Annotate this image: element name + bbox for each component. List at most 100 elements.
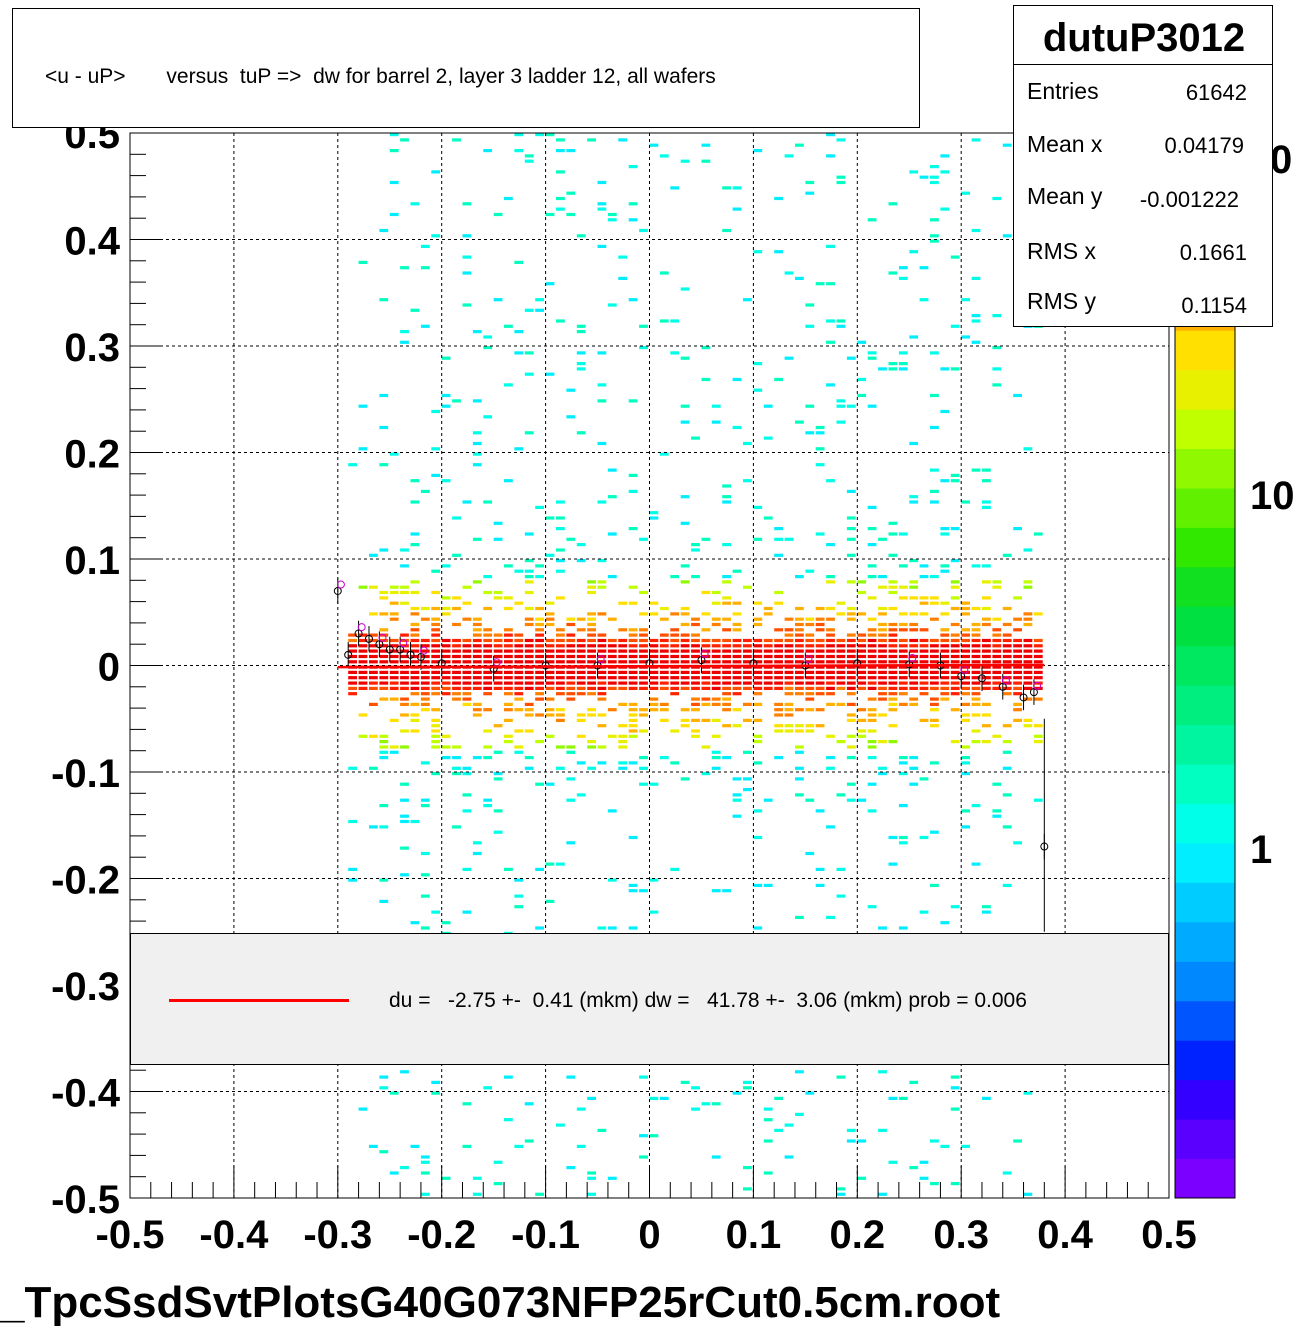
heatmap-cell xyxy=(701,649,711,653)
heatmap-cell xyxy=(805,686,815,690)
heatmap-cell xyxy=(483,638,493,643)
heatmap-cell xyxy=(961,660,970,664)
heatmap-cell xyxy=(950,479,960,483)
heatmap-cell xyxy=(566,388,576,392)
heatmap-cell xyxy=(410,692,420,696)
heatmap-cell xyxy=(524,590,534,595)
heatmap-cell xyxy=(524,351,534,355)
heatmap-cell xyxy=(369,649,378,653)
heatmap-cell xyxy=(369,585,378,589)
heatmap-cell xyxy=(680,654,690,659)
heatmap-cell xyxy=(462,697,472,701)
heatmap-cell xyxy=(732,777,742,781)
heatmap-cell xyxy=(524,154,534,158)
heatmap-cell xyxy=(545,601,555,605)
heatmap-cell xyxy=(732,569,742,573)
heatmap-cell xyxy=(919,660,929,664)
heatmap-cell xyxy=(680,676,690,680)
heatmap-cell xyxy=(514,708,524,712)
heatmap-cell xyxy=(462,809,472,813)
heatmap-cell xyxy=(774,724,783,728)
heatmap-cell xyxy=(691,633,700,637)
heatmap-cell xyxy=(784,1123,794,1127)
heatmap-cell xyxy=(566,660,576,664)
heatmap-cell xyxy=(940,660,950,664)
heatmap-cell xyxy=(826,617,835,621)
heatmap-cell xyxy=(400,638,409,643)
heatmap-cell xyxy=(566,149,576,153)
heatmap-cell xyxy=(535,638,544,643)
heatmap-cell xyxy=(400,729,409,733)
heatmap-cell xyxy=(493,1182,503,1186)
heatmap-cell xyxy=(566,644,576,648)
heatmap-cell xyxy=(815,686,825,690)
heatmap-cell xyxy=(878,638,887,643)
heatmap-cell xyxy=(846,516,856,520)
heatmap-cell xyxy=(898,804,908,808)
heatmap-cell xyxy=(971,660,981,664)
heatmap-cell xyxy=(524,622,534,627)
heatmap-cell xyxy=(472,713,482,717)
heatmap-cell xyxy=(649,143,659,147)
heatmap-cell xyxy=(930,218,939,222)
heatmap-cell xyxy=(504,718,513,722)
heatmap-cell xyxy=(961,649,970,653)
heatmap-cell xyxy=(930,489,939,493)
heatmap-cell xyxy=(410,660,420,664)
heatmap-cell xyxy=(1023,580,1033,584)
heatmap-cell xyxy=(659,452,669,456)
heatmap-cell xyxy=(909,441,919,446)
heatmap-cell xyxy=(1033,681,1043,685)
heatmap-cell xyxy=(379,756,389,760)
heatmap-cell xyxy=(680,681,690,685)
heatmap-cell xyxy=(420,244,430,248)
heatmap-cell xyxy=(836,670,846,674)
heatmap-cell xyxy=(545,654,555,659)
profile-point-alt xyxy=(336,580,345,589)
x-tick-label: 0.2 xyxy=(829,1213,885,1257)
heatmap-cell xyxy=(545,372,555,376)
heatmap-cell xyxy=(524,654,534,659)
heatmap-cell xyxy=(950,740,960,744)
heatmap-cell xyxy=(628,298,638,302)
heatmap-cell xyxy=(628,686,638,690)
heatmap-cell xyxy=(410,676,420,680)
heatmap-cell xyxy=(587,766,596,770)
heatmap-cell xyxy=(649,1096,659,1100)
heatmap-cell xyxy=(857,681,867,685)
heatmap-cell xyxy=(826,628,835,632)
heatmap-cell xyxy=(919,649,929,653)
heatmap-cell xyxy=(680,660,690,664)
legend-fit-line-swatch xyxy=(169,999,349,1002)
heatmap-cell xyxy=(701,1102,711,1106)
heatmap-cell xyxy=(982,740,991,744)
heatmap-cell xyxy=(898,367,908,371)
heatmap-cell xyxy=(639,766,648,770)
heatmap-cell xyxy=(774,756,783,760)
heatmap-cell xyxy=(971,665,981,669)
heatmap-cell xyxy=(888,708,898,712)
heatmap-cell xyxy=(815,883,825,887)
heatmap-cell xyxy=(607,809,617,813)
y-tick-label: 0.1 xyxy=(64,539,120,583)
x-tick-label: -0.4 xyxy=(199,1213,269,1257)
heatmap-cell xyxy=(566,841,576,845)
heatmap-cell xyxy=(680,686,690,690)
profile-point xyxy=(1019,693,1028,702)
heatmap-cell xyxy=(493,644,503,648)
heatmap-cell xyxy=(815,532,825,536)
heatmap-cell xyxy=(493,649,503,653)
heatmap-cell xyxy=(763,1139,773,1143)
heatmap-cell xyxy=(878,622,887,627)
heatmap-cell xyxy=(826,686,835,690)
heatmap-cell xyxy=(483,654,493,659)
heatmap-cell xyxy=(400,782,409,786)
heatmap-cell xyxy=(587,745,596,749)
heatmap-cell xyxy=(400,564,409,568)
heatmap-cell xyxy=(971,622,981,627)
heatmap-cell xyxy=(524,575,534,579)
heatmap-cell xyxy=(628,527,638,531)
heatmap-cell xyxy=(982,681,991,685)
heatmap-cell xyxy=(400,266,409,270)
heatmap-cell xyxy=(836,740,846,744)
